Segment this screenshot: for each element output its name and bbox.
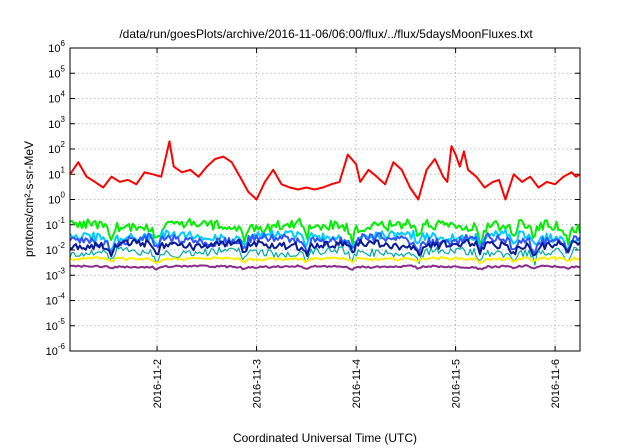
x-tick-label: 2016-11-4: [351, 359, 363, 408]
plot-frame: [69, 47, 581, 352]
x-axis-ticks: 2016-11-2 2016-11-3 2016-11-4 2016-11-5 2016…: [152, 48, 562, 408]
x-tick-label: 2016-11-2: [152, 359, 164, 408]
y-tick-label: 10-4: [46, 292, 66, 308]
grid: [70, 48, 580, 351]
y-tick-label: 103: [48, 115, 65, 131]
y-axis-ticks: 10-6 10-5 10-4 10-3 10-2 10-1 100 101 102 103 104 1…: [46, 39, 580, 358]
x-tick-label: 2016-11-6: [550, 359, 562, 408]
y-tick-label: 102: [48, 140, 65, 156]
y-tick-label: 10-3: [46, 266, 66, 282]
y-tick-label: 10-6: [46, 342, 66, 358]
y-tick-label: 10-2: [46, 241, 66, 257]
series-line-7: [69, 256, 581, 265]
series-line-4: [69, 232, 581, 256]
x-tick-label: 2016-11-5: [451, 359, 463, 408]
x-tick-label: 2016-11-3: [252, 359, 264, 408]
y-axis-label: protons/cm²-s-sr-MeV: [22, 141, 36, 257]
series-line-2: [69, 217, 581, 246]
y-tick-label: 106: [48, 39, 65, 55]
y-tick-label: 10-5: [46, 317, 66, 333]
series-line-3: [69, 228, 581, 254]
series-line-5: [69, 238, 581, 258]
series-line-1: [69, 140, 581, 201]
data-series: [69, 140, 581, 271]
chart-title: /data/run/goesPlots/archive/2016-11-06/0…: [119, 27, 533, 41]
y-tick-label: 104: [48, 90, 65, 106]
y-tick-label: 101: [48, 165, 65, 181]
y-tick-label: 10-1: [46, 216, 66, 232]
y-tick-label: 105: [48, 64, 65, 80]
series-line-8: [69, 264, 581, 271]
series-line-6: [69, 246, 581, 266]
y-tick-label: 100: [48, 191, 65, 207]
x-axis-label: Coordinated Universal Time (UTC): [233, 431, 417, 445]
